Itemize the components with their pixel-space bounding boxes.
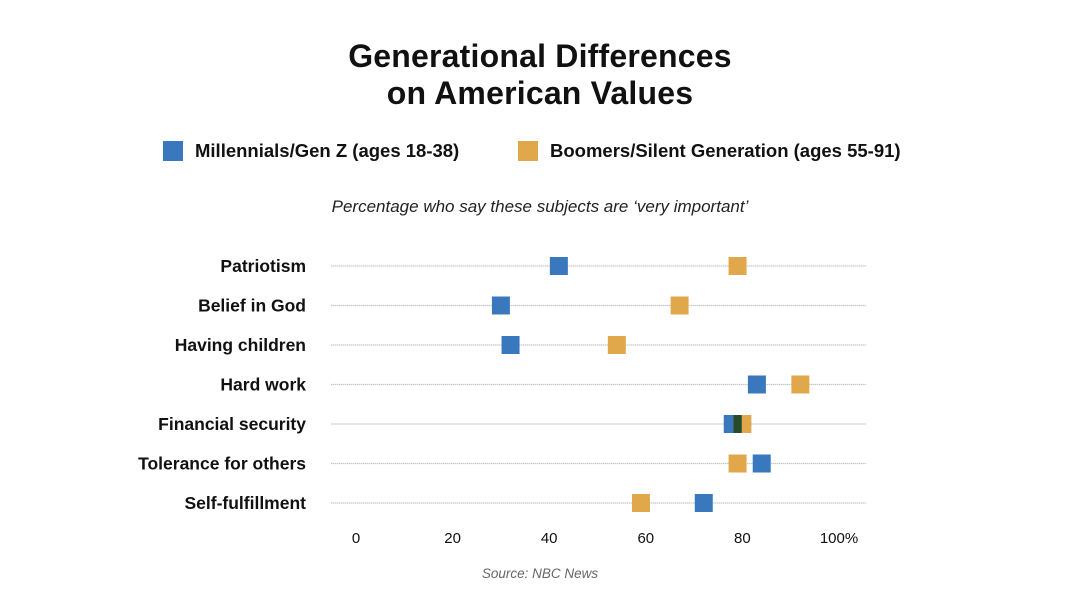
x-tick-label-80: 80 xyxy=(734,530,751,547)
point-millennials-belief-in-god xyxy=(491,296,510,315)
x-tick-label-60: 60 xyxy=(637,530,654,547)
chart-subtitle: Percentage who say these subjects are ‘v… xyxy=(331,197,749,216)
category-label-belief-in-god: Belief in God xyxy=(198,296,306,316)
legend-item-boomers: Boomers/Silent Generation (ages 55-91) xyxy=(518,140,901,162)
point-boomers-patriotism xyxy=(728,257,747,275)
point-boomers-hard-work xyxy=(791,375,810,394)
legend-label-millennials: Millennials/Gen Z (ages 18-38) xyxy=(195,140,460,161)
legend-swatch-millennials xyxy=(163,141,183,161)
point-millennials-having-children xyxy=(501,336,520,354)
x-tick-label-100: 100% xyxy=(820,530,858,547)
legend-swatch-boomers xyxy=(518,141,538,161)
point-boomers-belief-in-god xyxy=(670,296,689,315)
point-millennials-patriotism xyxy=(549,257,568,275)
category-label-hard-work: Hard work xyxy=(220,375,306,395)
legend-item-millennials: Millennials/Gen Z (ages 18-38) xyxy=(163,140,459,162)
chart-title: Generational Differences on American Val… xyxy=(0,38,1080,112)
point-millennials-hard-work xyxy=(747,375,766,394)
chart-title-line-2: on American Values xyxy=(386,75,694,111)
point-boomers-self-fulfillment xyxy=(631,494,650,512)
x-tick-label-0: 0 xyxy=(352,530,360,547)
legend: Millennials/Gen Z (ages 18-38) Boomers/S… xyxy=(0,140,1080,166)
point-boomers-tolerance-for-others xyxy=(728,454,747,473)
category-label-self-fulfillment: Self-fulfillment xyxy=(184,493,306,513)
category-label-having-children: Having children xyxy=(175,335,306,355)
point-overlap-financial-security xyxy=(733,415,742,433)
category-label-patriotism: Patriotism xyxy=(220,256,306,276)
category-label-financial-security: Financial security xyxy=(158,414,306,434)
chart-title-line-1: Generational Differences xyxy=(348,38,732,74)
point-millennials-self-fulfillment xyxy=(694,494,713,512)
source-note: Source: NBC News xyxy=(481,566,599,581)
x-tick-label-40: 40 xyxy=(541,530,558,547)
legend-label-boomers: Boomers/Silent Generation (ages 55-91) xyxy=(550,140,901,161)
category-label-tolerance-for-others: Tolerance for others xyxy=(138,454,306,474)
x-tick-label-20: 20 xyxy=(444,530,461,547)
point-boomers-having-children xyxy=(607,336,626,354)
point-millennials-tolerance-for-others xyxy=(752,454,771,473)
